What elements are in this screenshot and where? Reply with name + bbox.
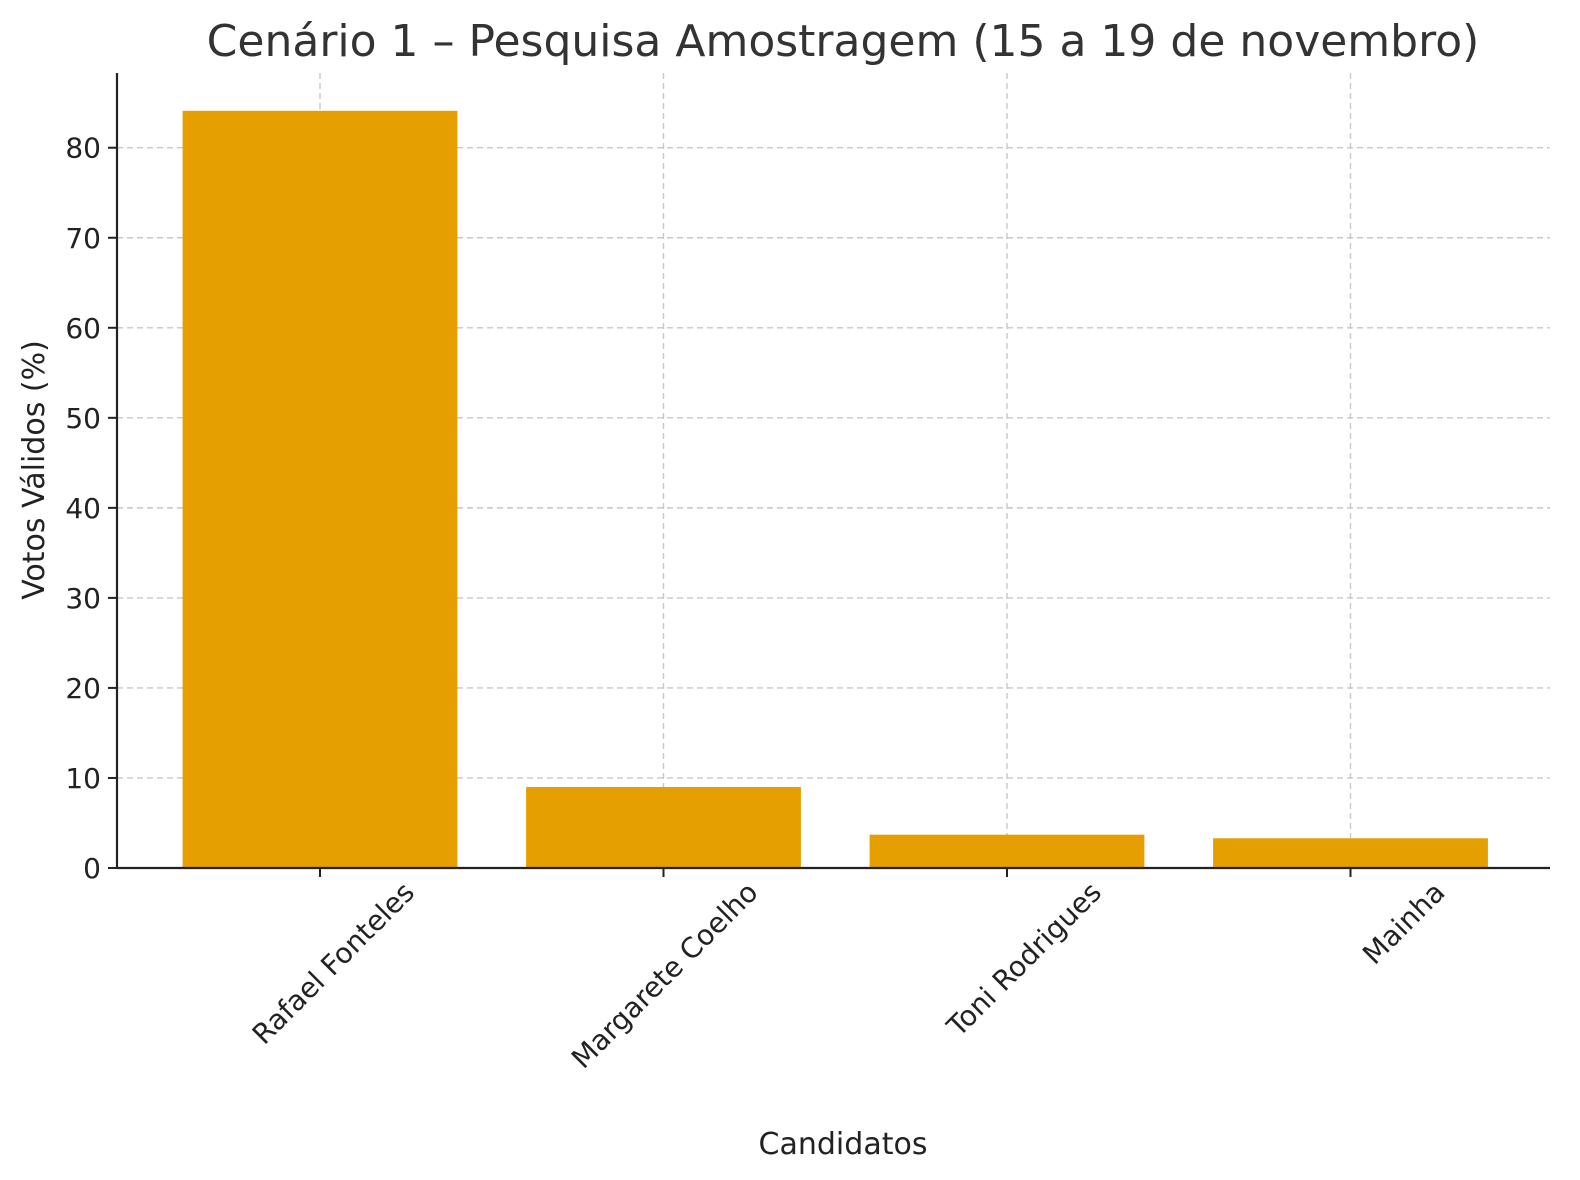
- y-tick-label: 10: [65, 762, 101, 795]
- bars: [182, 110, 1488, 868]
- y-axis-title: Votos Válidos (%): [17, 340, 52, 600]
- y-tick-label: 20: [65, 672, 101, 705]
- y-axis-ticks: 0 10 20 30 40 50 60 70 80: [65, 132, 117, 885]
- y-tick-label: 60: [65, 312, 101, 345]
- y-tick-label: 30: [65, 582, 101, 615]
- x-axis-title: Candidatos: [759, 1127, 928, 1162]
- x-tick-label: Toni Rodrigues: [940, 876, 1108, 1044]
- axes: [115, 73, 1550, 870]
- x-axis-ticks: Rafael Fonteles Margarete Coelho Toni Rodr…: [246, 868, 1451, 1075]
- y-tick-label: 80: [65, 132, 101, 165]
- y-tick-label: 0: [83, 852, 101, 885]
- grid-lines: [117, 73, 1550, 869]
- y-tick-label: 50: [65, 402, 101, 435]
- x-tick-label: Margarete Coelho: [565, 876, 764, 1075]
- chart-title: Cenário 1 – Pesquisa Amostragem (15 a 19…: [207, 16, 1480, 67]
- bar-margarete-coelho: [526, 786, 801, 868]
- bar-toni-rodrigues: [869, 834, 1145, 868]
- bar-mainha: [1213, 838, 1488, 868]
- x-tick-label: Rafael Fonteles: [246, 876, 421, 1051]
- y-tick-label: 40: [65, 492, 101, 525]
- x-tick-label: Mainha: [1356, 876, 1451, 971]
- bar-rafael-fonteles: [182, 110, 458, 868]
- y-tick-label: 70: [65, 222, 101, 255]
